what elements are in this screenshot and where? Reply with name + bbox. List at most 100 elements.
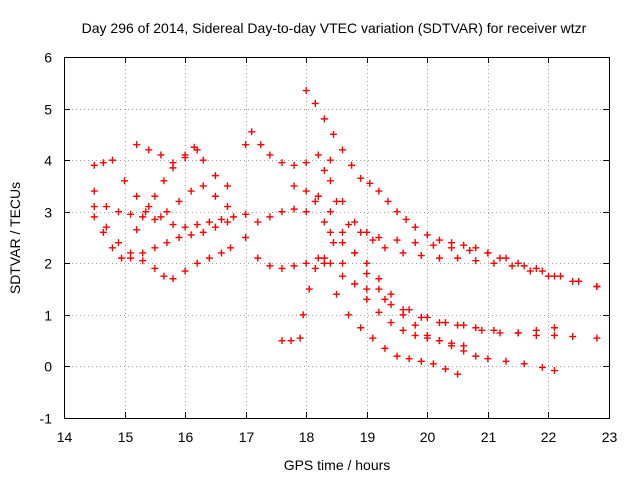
data-point (538, 363, 546, 371)
data-point (121, 177, 129, 185)
data-point (363, 285, 371, 293)
x-axis-label: GPS time / hours (284, 457, 391, 473)
data-point (217, 249, 225, 257)
data-point (90, 161, 98, 169)
data-point (287, 337, 295, 345)
data-point (333, 290, 340, 298)
data-point (532, 264, 540, 272)
x-tick-label: 16 (178, 429, 194, 445)
data-point (399, 311, 407, 319)
data-point (339, 228, 347, 236)
data-point (108, 156, 116, 164)
data-point (411, 321, 419, 329)
data-point (115, 208, 122, 216)
data-point (454, 321, 462, 329)
x-tick-label: 17 (239, 429, 255, 445)
data-point (387, 319, 395, 327)
data-point (217, 215, 225, 223)
data-point (393, 236, 401, 244)
data-point (199, 182, 207, 190)
data-point (224, 203, 231, 211)
data-point (514, 259, 522, 267)
data-point (211, 223, 219, 231)
data-point (405, 355, 413, 363)
data-point (472, 352, 480, 360)
data-point (329, 130, 337, 138)
data-point (314, 254, 322, 262)
x-tick-label: 20 (420, 429, 436, 445)
data-point (345, 221, 353, 229)
data-point (320, 259, 328, 267)
data-point (169, 221, 177, 229)
data-point (442, 319, 449, 327)
data-point (448, 342, 456, 350)
data-point (466, 246, 474, 254)
data-point (333, 197, 340, 205)
series-track-h (242, 166, 601, 290)
data-point (384, 197, 392, 205)
chart-title: Day 296 of 2014, Sidereal Day-to-day VTE… (82, 20, 587, 36)
data-point (460, 347, 468, 355)
data-point (357, 228, 365, 236)
data-point (151, 215, 159, 223)
data-point (544, 272, 552, 280)
data-point (157, 151, 165, 159)
data-point (345, 311, 353, 319)
y-tick-label: 4 (44, 153, 52, 169)
data-point (490, 259, 498, 267)
data-point (115, 239, 122, 247)
data-point (381, 244, 389, 252)
data-point (551, 331, 558, 339)
data-point (211, 172, 219, 180)
data-point (411, 239, 419, 247)
data-point (302, 259, 310, 267)
data-point (311, 99, 319, 107)
x-tick-label: 19 (360, 429, 376, 445)
data-point (472, 324, 480, 332)
data-point (405, 306, 413, 314)
data-point (257, 141, 265, 149)
data-point (339, 146, 347, 154)
data-point (99, 228, 107, 236)
data-point (163, 208, 171, 216)
x-tick-label: 15 (118, 429, 134, 445)
x-tick-label: 23 (602, 429, 618, 445)
data-point (417, 252, 425, 260)
data-point (99, 159, 107, 167)
data-point (302, 159, 310, 167)
data-point (366, 179, 374, 187)
data-point (320, 166, 328, 174)
data-point (187, 231, 195, 239)
data-point (151, 264, 159, 272)
data-point (538, 267, 546, 275)
data-point (363, 228, 371, 236)
data-point (266, 213, 274, 221)
x-tick-label: 22 (541, 429, 557, 445)
data-point (169, 164, 177, 172)
data-point (169, 275, 177, 283)
data-point (175, 234, 183, 241)
data-point (429, 241, 437, 249)
data-point (502, 357, 510, 365)
y-tick-label: 6 (44, 50, 52, 66)
x-tick-label: 18 (299, 429, 315, 445)
y-axis-label: SDTVAR / TECUs (7, 182, 23, 294)
series-track-l (290, 182, 468, 350)
data-point (145, 203, 153, 211)
data-point (193, 146, 201, 154)
data-point (326, 228, 334, 236)
data-point (423, 231, 431, 239)
data-point (417, 357, 425, 365)
data-point (90, 213, 98, 221)
data-point (478, 326, 486, 334)
data-point (305, 285, 313, 293)
data-point (435, 236, 443, 244)
data-point (551, 324, 558, 332)
data-point (205, 254, 213, 262)
data-point (290, 262, 298, 270)
y-tick-label: 3 (44, 205, 52, 221)
series-track-k (302, 87, 558, 280)
data-point (375, 285, 383, 293)
data-point (133, 141, 141, 149)
data-point (311, 197, 319, 205)
